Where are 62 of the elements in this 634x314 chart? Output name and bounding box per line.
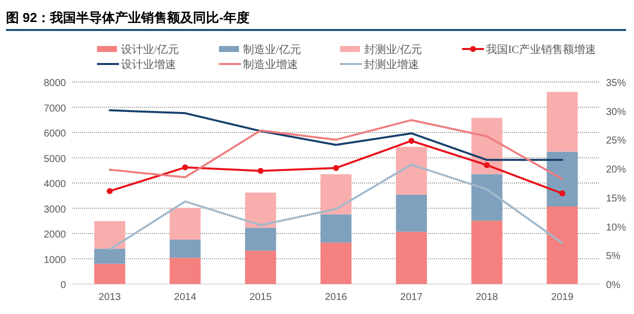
legend-label: 我国IC产业销售额增速 <box>486 43 596 56</box>
x-tick-label: 2016 <box>324 292 348 303</box>
bar <box>396 232 427 284</box>
point <box>333 164 339 171</box>
chart-title: 图 92：我国半导体产业销售额及同比-年度 <box>6 10 250 25</box>
legend-label: 设计业/亿元 <box>121 43 180 56</box>
point <box>559 190 566 196</box>
y-tick-label: 4000 <box>44 179 66 190</box>
y2-tick-label: 20% <box>606 164 626 176</box>
point <box>408 138 414 144</box>
y2-tick-label: 35% <box>606 78 626 89</box>
legend-label: 设计业增速 <box>121 58 176 71</box>
y-tick-label: 3000 <box>44 204 66 216</box>
bar <box>396 194 427 232</box>
bar <box>170 208 201 240</box>
bar <box>245 192 276 228</box>
bar <box>320 214 352 243</box>
x-tick-label: 2018 <box>476 292 498 303</box>
y-tick-label: 8000 <box>44 78 66 89</box>
bar <box>94 221 126 249</box>
y-tick-label: 1000 <box>44 254 66 266</box>
line-series <box>108 119 564 180</box>
point <box>258 168 264 174</box>
line-series <box>108 109 564 161</box>
bar <box>471 174 502 221</box>
legend-label: 制造业/亿元 <box>243 43 302 56</box>
bar <box>546 206 578 284</box>
bar <box>546 152 578 206</box>
bar <box>320 242 352 284</box>
bar <box>471 220 502 284</box>
y-tick-label: 0 <box>60 280 66 291</box>
bar <box>94 248 126 264</box>
y2-tick-label: 30% <box>606 106 626 118</box>
bar <box>245 250 276 284</box>
bar <box>320 174 352 214</box>
y2-tick-label: 5% <box>606 251 621 262</box>
y2-tick-label: 15% <box>606 193 626 204</box>
point <box>182 164 188 170</box>
point <box>484 162 490 168</box>
bar <box>170 258 201 284</box>
point <box>106 188 113 194</box>
bar <box>170 240 201 258</box>
y-tick-label: 2000 <box>44 230 66 240</box>
legend-label: 封测业/亿元 <box>364 43 422 56</box>
x-tick-label: 2014 <box>174 292 197 303</box>
x-tick-label: 2019 <box>551 292 574 303</box>
line-series <box>108 164 564 250</box>
bar <box>245 228 276 251</box>
y2-tick-label: 25% <box>606 136 626 147</box>
x-tick-label: 2017 <box>400 292 423 303</box>
y-tick-label: 6000 <box>44 128 66 140</box>
x-tick-label: 2015 <box>249 292 272 303</box>
y2-tick-label: 0% <box>606 280 621 291</box>
bar <box>94 264 126 284</box>
bar <box>396 146 427 195</box>
y-tick-label: 7000 <box>44 103 66 114</box>
legend-label: 制造业增速 <box>243 58 298 71</box>
bar <box>546 92 578 152</box>
x-tick-label: 2013 <box>98 292 122 303</box>
y2-tick-label: 10% <box>606 222 626 234</box>
y-tick-label: 5000 <box>44 154 66 165</box>
legend-label: 封测业增速 <box>364 58 419 71</box>
